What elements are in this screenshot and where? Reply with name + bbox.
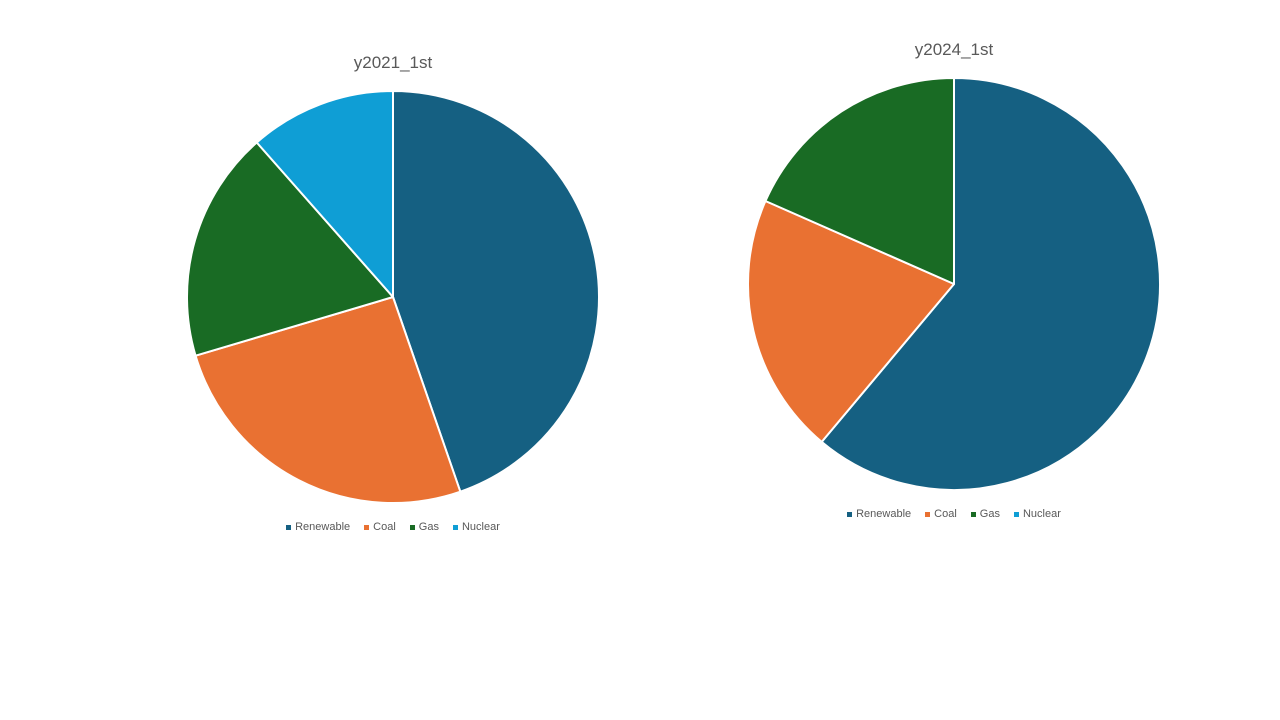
legend-label: Coal (934, 508, 957, 520)
legend-item-gas: Gas (409, 521, 439, 533)
legend-label: Coal (373, 521, 396, 533)
legend-label: Renewable (295, 521, 351, 533)
legend-swatch (847, 511, 853, 517)
legend-swatch (409, 524, 415, 530)
legend-label: Renewable (856, 508, 912, 520)
pie-slice-gas (764, 77, 955, 285)
pie-slice-coal (194, 296, 462, 504)
chart-title: y2024_1st (914, 40, 994, 59)
legend-swatch (364, 524, 370, 530)
pie-plot (186, 90, 600, 504)
chart-title: y2021_1st (353, 53, 433, 72)
legend-item-coal: Coal (925, 508, 957, 520)
legend-item-renewable: Renewable (286, 521, 350, 533)
legend-item-gas: Gas (970, 508, 1000, 520)
legend-item-coal: Coal (364, 521, 396, 533)
chart-legend: Renewable Coal Gas Nuclear (721, 508, 1187, 520)
legend-item-nuclear: Nuclear (1013, 508, 1061, 520)
legend-label: Nuclear (1022, 508, 1061, 520)
pie-chart-2021: y2021_1st Renewable Coal Gas Nuclear (160, 48, 626, 548)
legend-swatch (925, 511, 931, 517)
legend-label: Gas (979, 508, 1000, 520)
pie-slice-renewable (820, 77, 1161, 491)
legend-item-renewable: Renewable (847, 508, 911, 520)
chart-legend: Renewable Coal Gas Nuclear (160, 521, 626, 533)
legend-swatch (286, 524, 292, 530)
legend-item-nuclear: Nuclear (452, 521, 500, 533)
legend-swatch (970, 511, 976, 517)
pie-chart-2024: y2024_1st Renewable Coal Gas Nuclear (721, 35, 1187, 535)
pie-slice-renewable (392, 90, 600, 493)
pie-plot (747, 77, 1161, 491)
legend-label: Gas (418, 521, 439, 533)
legend-label: Nuclear (461, 521, 500, 533)
pie-slice-coal (747, 200, 955, 443)
legend-swatch (1013, 511, 1019, 517)
legend-swatch (452, 524, 458, 530)
pie-slice-gas (186, 141, 394, 357)
pie-slice-nuclear (255, 90, 394, 298)
